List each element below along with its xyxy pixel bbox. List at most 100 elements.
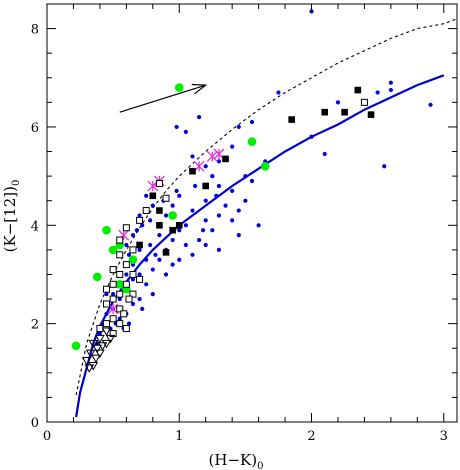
blue-point [137, 296, 142, 302]
y-tick-label: 6 [31, 121, 39, 136]
blue-point [174, 188, 179, 193]
open-triangle-point [81, 357, 92, 366]
blue-point [210, 174, 215, 179]
blue-point [137, 247, 142, 252]
blue-point [183, 223, 188, 228]
open-square-point [103, 285, 111, 293]
blue-point [216, 183, 222, 189]
y-tick-label: 4 [31, 219, 39, 234]
green-point [102, 225, 111, 235]
blue-point [153, 252, 158, 257]
blue-point [150, 203, 155, 208]
filled-square-point [156, 207, 163, 214]
open-triangle-point [101, 327, 112, 337]
blue-point [223, 203, 228, 208]
blue-point [126, 252, 132, 257]
blue-point [309, 134, 314, 139]
blue-point [130, 301, 136, 307]
open-square-point [109, 266, 117, 274]
blue-point [335, 100, 341, 105]
blue-point [130, 233, 136, 238]
blue-point [243, 174, 248, 179]
blue-point [144, 193, 149, 198]
blue-point [170, 237, 175, 243]
open-square-point [116, 236, 124, 244]
open-square-point [136, 275, 144, 283]
filled-square-point [222, 155, 229, 163]
open-triangle-point [88, 339, 99, 349]
filled-square-point [354, 86, 362, 94]
filled-square-point [202, 182, 210, 190]
blue-point [97, 331, 103, 336]
open-square-point [122, 325, 130, 333]
blue-point [163, 213, 169, 218]
arrow-head [191, 83, 208, 95]
x-tick-label: 2 [307, 429, 315, 444]
blue-point [203, 198, 208, 203]
blue-point [200, 228, 206, 233]
blue-point [230, 218, 235, 223]
blue-point [177, 228, 182, 233]
y-tick-label: 8 [31, 23, 39, 38]
open-square-point [129, 270, 137, 278]
open-triangle-point [92, 344, 103, 354]
open-square-point [96, 325, 104, 333]
blue-point [190, 252, 195, 257]
blue-point [117, 316, 122, 321]
blue-point [256, 223, 261, 228]
open-square-point [103, 300, 111, 308]
blue-point [196, 237, 202, 243]
green-point [168, 211, 177, 220]
y-tick-label: 2 [31, 318, 39, 333]
filled-square-point [341, 108, 348, 116]
green-point [128, 255, 138, 265]
open-square-point [103, 320, 111, 328]
x-tick-label: 1 [175, 429, 183, 444]
blue-point [137, 272, 142, 277]
blue-point [428, 102, 433, 107]
y-axis-label: (K−[12])0 [1, 180, 22, 253]
blue-point [216, 159, 222, 164]
green-point [71, 341, 81, 351]
filled-square-point [288, 116, 295, 123]
open-square-point [116, 305, 124, 313]
blue-point [144, 257, 149, 262]
green-point [260, 161, 270, 171]
blue-point [203, 242, 208, 248]
filled-square-point [162, 249, 170, 256]
x-tick-label: 0 [43, 429, 51, 444]
blue-point [196, 115, 202, 120]
filled-square-point [189, 167, 196, 175]
blue-point [193, 183, 198, 189]
blue-point [144, 282, 149, 287]
blue-point [134, 228, 140, 233]
blue-point [174, 124, 179, 130]
open-square-point [116, 290, 124, 298]
blue-point [382, 164, 387, 169]
filled-square-point [169, 226, 176, 234]
blue-point [150, 267, 155, 272]
open-square-point [116, 320, 124, 328]
open-triangle-point [88, 361, 99, 371]
filled-square-point [367, 111, 375, 118]
blue-point [388, 87, 393, 93]
tick-labels: 0 1 2 3 0 2 4 6 8 [31, 23, 448, 444]
open-triangle-point [95, 334, 105, 344]
blue-point [190, 154, 195, 159]
x-axis-label: (H−K)0 [209, 451, 264, 470]
blue-point [322, 151, 327, 157]
dashed-fit-curve [75, 18, 458, 396]
data-points [71, 9, 433, 373]
green-point [115, 280, 125, 289]
open-square-point [109, 315, 117, 323]
blue-point [170, 262, 175, 267]
blue-point [216, 213, 222, 218]
open-square-point [116, 251, 124, 259]
open-triangle-point [91, 354, 101, 364]
open-triangle-point [84, 364, 95, 373]
blue-point [130, 277, 136, 282]
open-square-point [120, 310, 128, 318]
blue-point [137, 213, 142, 218]
blue-point [214, 193, 219, 198]
blue-point [216, 247, 222, 252]
